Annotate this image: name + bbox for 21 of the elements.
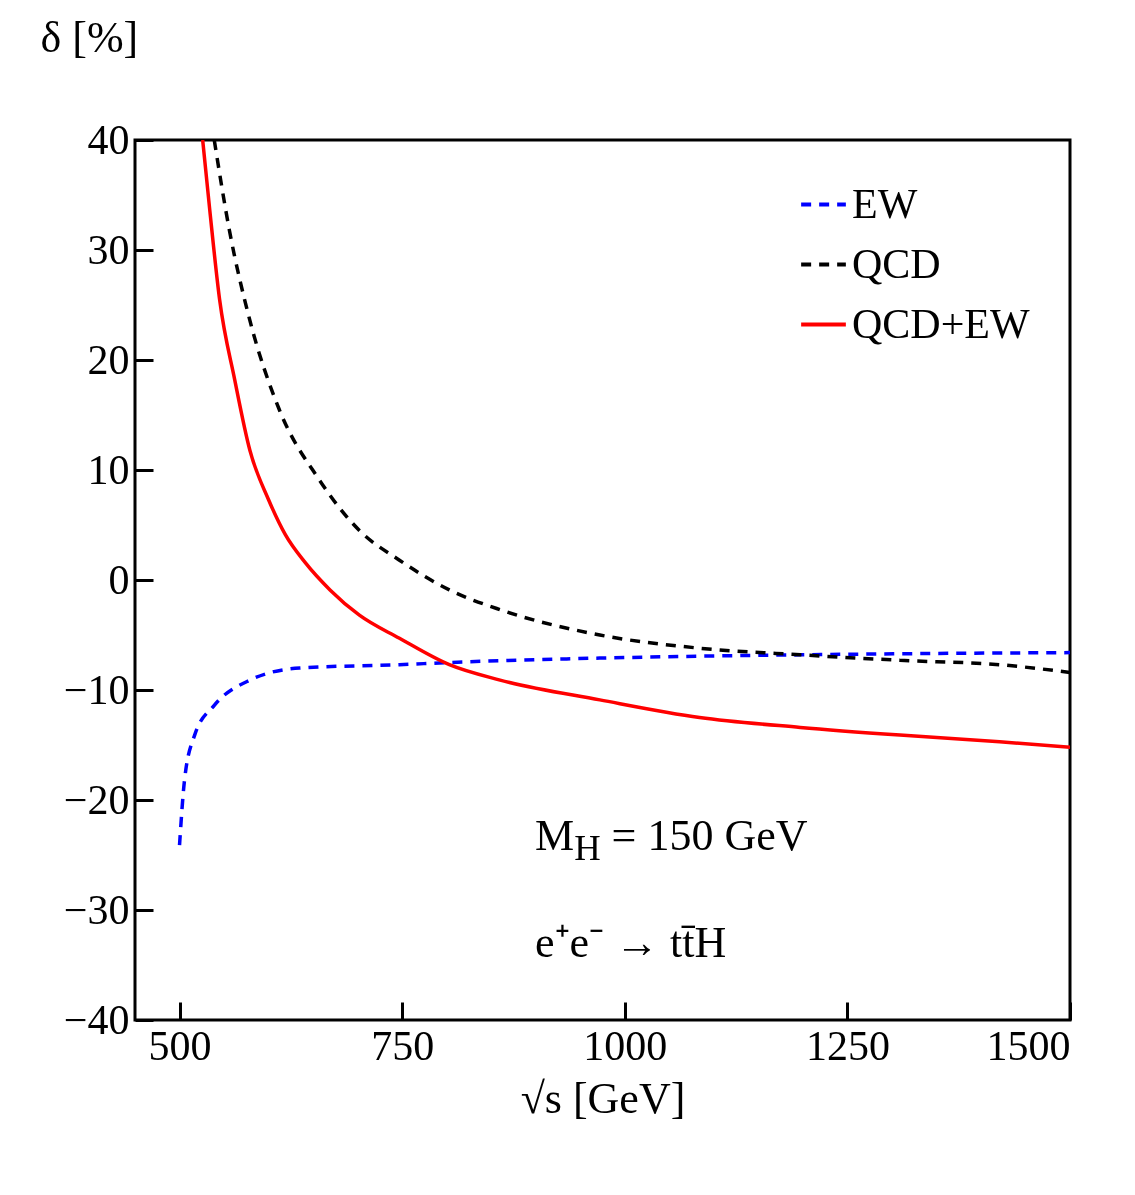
y-tick-label: 0 [108, 556, 130, 603]
x-tick-label: 1000 [583, 1022, 668, 1069]
x-tick-label: 500 [148, 1022, 212, 1069]
y-tick-label: −10 [63, 666, 130, 713]
y-tick-label: 10 [87, 446, 130, 493]
y-tick-label: 30 [87, 226, 130, 273]
x-tick-label: 1500 [986, 1022, 1071, 1069]
y-tick-label: −40 [63, 996, 130, 1043]
x-tick-label: 750 [371, 1022, 435, 1069]
legend-label: QCD+EW [852, 300, 1031, 347]
x-axis-title: √s [GeV] [520, 1073, 686, 1123]
x-tick-label: 1250 [805, 1022, 890, 1069]
y-tick-label: −20 [63, 776, 130, 823]
y-tick-label: 40 [87, 116, 130, 163]
annotation: M$_{H}$ = 150 GeV [535, 810, 808, 869]
legend-label: EW [852, 180, 918, 227]
y-axis-title: δ [%] [40, 12, 139, 62]
y-tick-label: −30 [63, 886, 130, 933]
y-tick-label: 20 [87, 336, 130, 383]
legend-label: QCD [852, 240, 941, 287]
annotation: e⁺e⁻ → tt̄H [535, 917, 727, 969]
